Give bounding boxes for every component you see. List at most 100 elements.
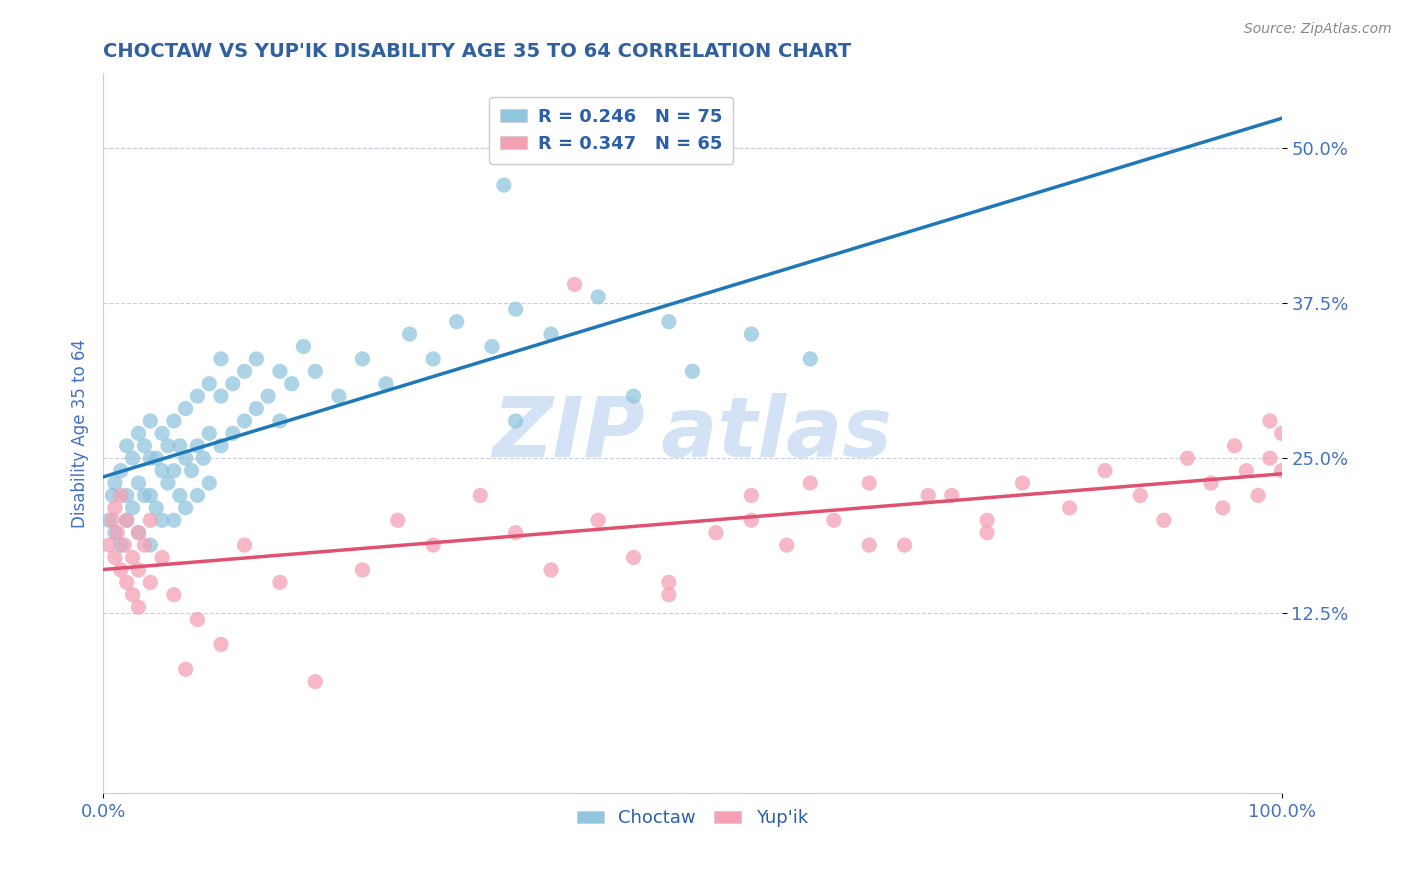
Point [127,525,149,540]
Point [540,327,562,342]
Point [1059,500,1081,515]
Point [269,364,291,378]
Point [115,439,138,453]
Point [823,513,845,527]
Point [163,513,186,527]
Point [1223,439,1246,453]
Point [976,513,998,527]
Point [623,550,645,565]
Point [858,538,880,552]
Point [375,376,398,391]
Point [150,426,173,441]
Point [101,488,124,502]
Point [127,563,149,577]
Point [127,476,149,491]
Point [150,550,173,565]
Point [470,488,492,502]
Point [387,513,409,527]
Point [446,315,468,329]
Point [115,513,138,527]
Point [586,513,609,527]
Point [740,327,762,342]
Point [1153,513,1175,527]
Point [269,575,291,590]
Point [134,488,156,502]
Point [139,513,162,527]
Point [169,488,191,502]
Y-axis label: Disability Age 35 to 64: Disability Age 35 to 64 [72,339,89,528]
Point [245,401,267,416]
Point [799,351,821,366]
Text: CHOCTAW VS YUP'IK DISABILITY AGE 35 TO 64 CORRELATION CHART: CHOCTAW VS YUP'IK DISABILITY AGE 35 TO 6… [103,42,852,61]
Point [110,488,132,502]
Point [658,588,681,602]
Point [209,637,232,651]
Point [105,525,128,540]
Point [245,351,267,366]
Point [1177,451,1199,466]
Point [180,464,202,478]
Point [186,488,208,502]
Point [174,401,197,416]
Point [564,277,586,292]
Point [941,488,963,502]
Point [115,575,138,590]
Point [1094,464,1116,478]
Point [540,563,562,577]
Point [799,476,821,491]
Point [104,500,127,515]
Point [422,351,444,366]
Point [98,538,121,552]
Point [198,376,221,391]
Point [186,389,208,403]
Point [505,525,527,540]
Point [139,451,162,466]
Point [1271,464,1294,478]
Point [163,464,186,478]
Point [198,476,221,491]
Point [198,426,221,441]
Point [398,327,420,342]
Point [233,538,256,552]
Point [658,575,681,590]
Point [1258,414,1281,428]
Point [352,563,374,577]
Point [163,588,186,602]
Point [658,315,681,329]
Point [976,525,998,540]
Point [481,339,503,353]
Point [127,426,149,441]
Point [917,488,939,502]
Point [586,290,609,304]
Point [505,414,527,428]
Point [704,525,727,540]
Point [1212,500,1234,515]
Point [233,364,256,378]
Point [492,178,515,193]
Point [101,513,124,527]
Text: Source: ZipAtlas.com: Source: ZipAtlas.com [1244,22,1392,37]
Point [134,538,156,552]
Point [193,451,215,466]
Point [292,339,315,353]
Point [233,414,256,428]
Point [222,426,245,441]
Point [134,439,156,453]
Point [121,550,143,565]
Text: ZIP atlas: ZIP atlas [492,392,893,474]
Point [681,364,703,378]
Point [1011,476,1033,491]
Point [139,575,162,590]
Point [1247,488,1270,502]
Point [145,451,167,466]
Point [110,563,132,577]
Point [280,376,302,391]
Point [186,613,208,627]
Point [121,451,143,466]
Point [139,488,162,502]
Point [121,588,143,602]
Point [163,414,186,428]
Point [623,389,645,403]
Point [740,513,762,527]
Point [169,439,191,453]
